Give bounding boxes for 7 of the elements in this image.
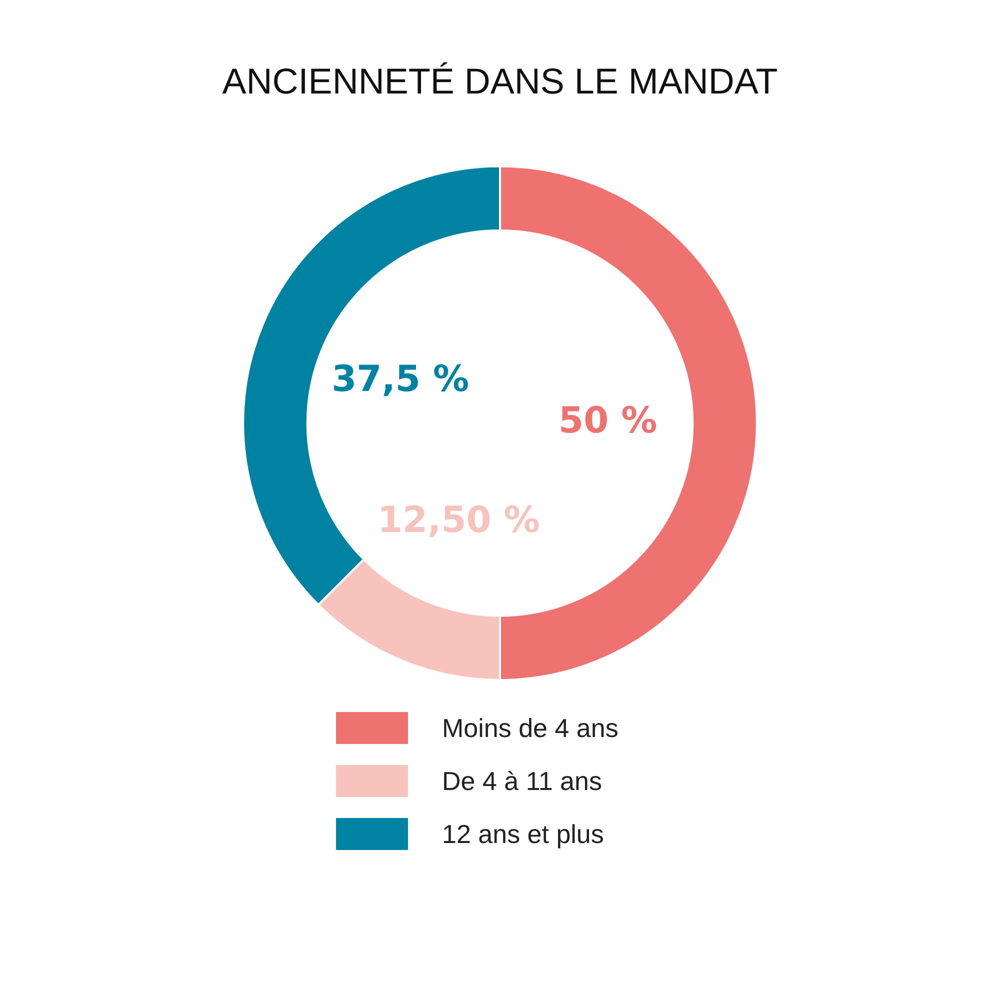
chart-title: ANCIENNETÉ DANS LE MANDAT bbox=[222, 60, 778, 102]
data-label: 50 % bbox=[558, 400, 658, 442]
legend-label: Moins de 4 ans bbox=[442, 712, 618, 744]
legend-label: De 4 à 11 ans bbox=[442, 766, 602, 796]
data-label: 12,50 % bbox=[377, 500, 540, 542]
legend-label: 12 ans et plus bbox=[442, 818, 604, 850]
data-label: 37,5 % bbox=[332, 359, 470, 400]
